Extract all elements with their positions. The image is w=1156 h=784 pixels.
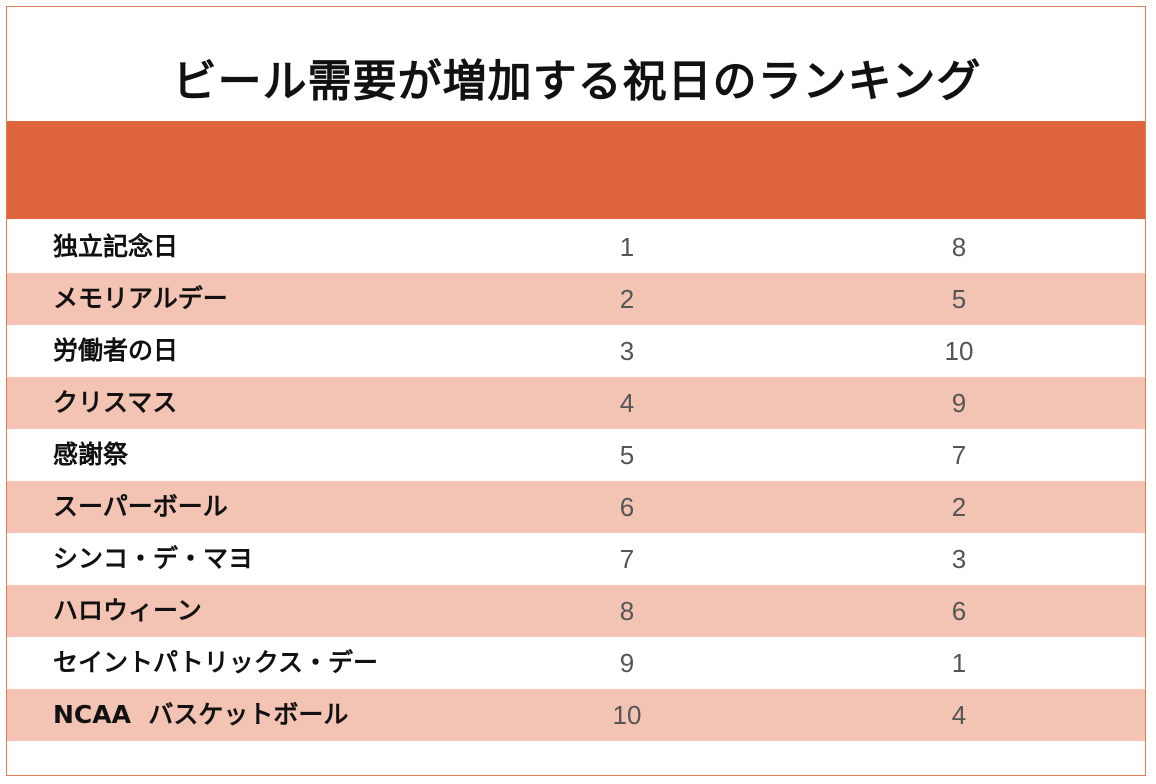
holiday-name: スーパーボール bbox=[53, 492, 228, 521]
holiday-name: NCAA バスケットボール bbox=[53, 700, 349, 729]
table-row: 独立記念日 1 8 bbox=[7, 221, 1145, 273]
rank-value-a: 5 bbox=[619, 440, 635, 470]
rank-value-b: 8 bbox=[951, 232, 967, 262]
table-row: スーパーボール 6 2 bbox=[7, 481, 1145, 533]
rank-value-b: 4 bbox=[951, 700, 967, 730]
rank-value-a: 2 bbox=[619, 284, 635, 314]
table-row: 労働者の日 3 10 bbox=[7, 325, 1145, 377]
holiday-name: 感謝祭 bbox=[53, 440, 129, 469]
holiday-name: シンコ・デ・マヨ bbox=[53, 544, 254, 573]
rank-value-b: 1 bbox=[951, 648, 967, 678]
rank-value-b: 3 bbox=[951, 544, 967, 574]
rank-value-a: 8 bbox=[619, 596, 635, 626]
rank-value-b: 5 bbox=[951, 284, 967, 314]
rank-value-a: 6 bbox=[619, 492, 635, 522]
table-row: ハロウィーン 8 6 bbox=[7, 585, 1145, 637]
table-row: NCAA バスケットボール 10 4 bbox=[7, 689, 1145, 741]
ranking-table-body: 独立記念日 1 8 メモリアルデー 2 5 労働者の日 3 10 クリスマス 4… bbox=[7, 221, 1145, 741]
table-header-band bbox=[7, 121, 1145, 219]
holiday-name: メモリアルデー bbox=[53, 284, 228, 313]
table-row: メモリアルデー 2 5 bbox=[7, 273, 1145, 325]
rank-value-b: 10 bbox=[944, 336, 974, 366]
rank-value-b: 9 bbox=[951, 388, 967, 418]
rank-value-a: 7 bbox=[619, 544, 635, 574]
holiday-name: 労働者の日 bbox=[53, 336, 179, 365]
rank-value-b: 6 bbox=[951, 596, 967, 626]
rank-value-a: 1 bbox=[619, 232, 635, 262]
table-row: シンコ・デ・マヨ 7 3 bbox=[7, 533, 1145, 585]
rank-value-a: 4 bbox=[619, 388, 635, 418]
rank-value-b: 7 bbox=[951, 440, 967, 470]
page-title: ビール需要が増加する祝日のランキング bbox=[172, 56, 982, 107]
table-row: クリスマス 4 9 bbox=[7, 377, 1145, 429]
table-row: セイントパトリックス・デー 9 1 bbox=[7, 637, 1145, 689]
table-row: 感謝祭 5 7 bbox=[7, 429, 1145, 481]
holiday-name: ハロウィーン bbox=[53, 596, 202, 625]
rank-value-a: 10 bbox=[612, 700, 642, 730]
holiday-name: クリスマス bbox=[53, 388, 178, 417]
rank-value-b: 2 bbox=[951, 492, 967, 522]
holiday-name: 独立記念日 bbox=[53, 232, 179, 261]
rank-value-a: 3 bbox=[619, 336, 635, 366]
holiday-name: セイントパトリックス・デー bbox=[53, 648, 379, 677]
ranking-table-frame: ビール需要が増加する祝日のランキング 独立記念日 1 8 メモリアルデー 2 5… bbox=[6, 6, 1146, 776]
rank-value-a: 9 bbox=[619, 648, 635, 678]
